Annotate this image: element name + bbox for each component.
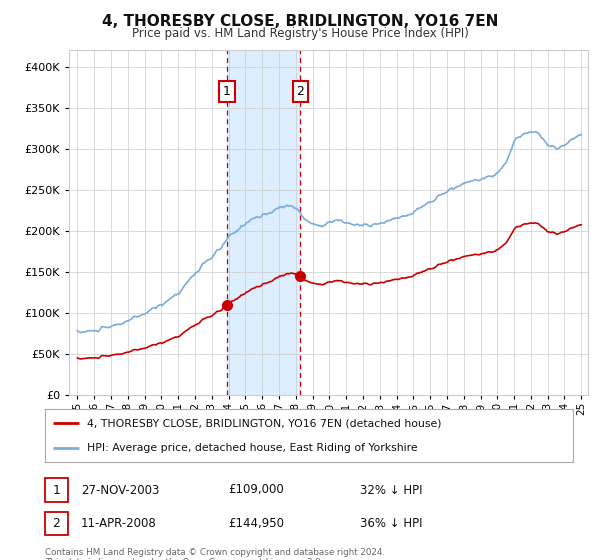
Text: 1: 1 — [223, 85, 231, 98]
Text: £109,000: £109,000 — [228, 483, 284, 497]
Text: 4, THORESBY CLOSE, BRIDLINGTON, YO16 7EN: 4, THORESBY CLOSE, BRIDLINGTON, YO16 7EN — [102, 14, 498, 29]
Text: £144,950: £144,950 — [228, 517, 284, 530]
Text: 4, THORESBY CLOSE, BRIDLINGTON, YO16 7EN (detached house): 4, THORESBY CLOSE, BRIDLINGTON, YO16 7EN… — [87, 418, 442, 428]
Text: Contains HM Land Registry data © Crown copyright and database right 2024.
This d: Contains HM Land Registry data © Crown c… — [45, 548, 385, 560]
Bar — [227, 50, 301, 395]
Text: Price paid vs. HM Land Registry's House Price Index (HPI): Price paid vs. HM Land Registry's House … — [131, 27, 469, 40]
Text: 27-NOV-2003: 27-NOV-2003 — [81, 483, 160, 497]
Text: 2: 2 — [296, 85, 304, 98]
Text: 32% ↓ HPI: 32% ↓ HPI — [360, 483, 422, 497]
Text: 1: 1 — [52, 483, 61, 497]
Text: 2: 2 — [52, 517, 61, 530]
Text: 11-APR-2008: 11-APR-2008 — [81, 517, 157, 530]
Text: HPI: Average price, detached house, East Riding of Yorkshire: HPI: Average price, detached house, East… — [87, 442, 418, 452]
Text: 36% ↓ HPI: 36% ↓ HPI — [360, 517, 422, 530]
